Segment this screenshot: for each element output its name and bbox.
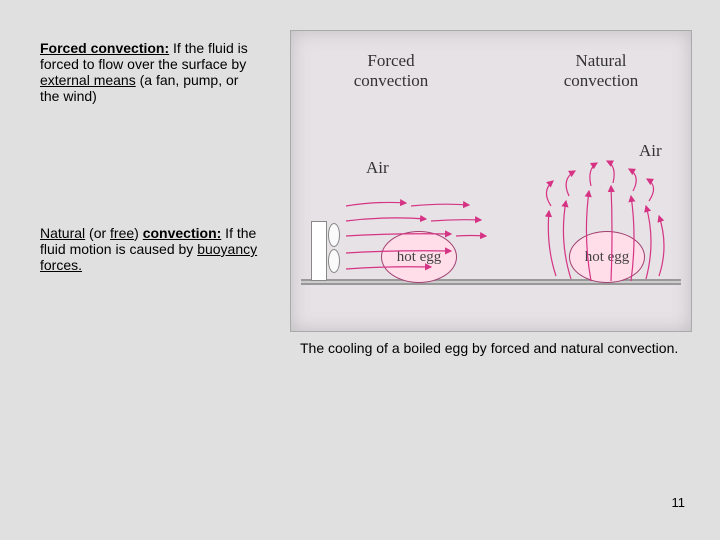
natural-mid: (or <box>85 225 110 241</box>
page-number: 11 <box>672 495 686 510</box>
natural-convection-text: Natural (or free) convection: If the flu… <box>40 225 260 273</box>
natural-p1: Natural <box>40 225 85 241</box>
arrow-overlay <box>291 31 691 331</box>
forced-ext-means: external means <box>40 72 136 88</box>
forced-heading: Forced convection: <box>40 40 169 56</box>
forced-convection-text: Forced convection: If the fluid is force… <box>40 40 260 104</box>
natural-mid2: ) <box>134 225 143 241</box>
diagram-caption: The cooling of a boiled egg by forced an… <box>300 340 690 356</box>
convection-diagram: Forced convection Natural convection Air… <box>290 30 692 332</box>
natural-heading: convection: <box>143 225 222 241</box>
natural-p2: free <box>110 225 134 241</box>
